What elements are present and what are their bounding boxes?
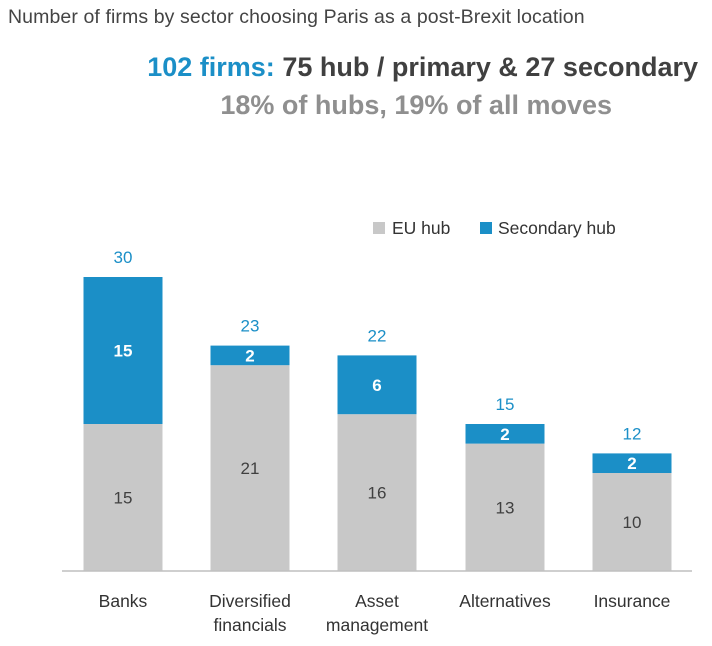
- bar-total-label: 23: [241, 317, 260, 336]
- bar-secondary-hub: [210, 345, 290, 366]
- chart-title: Number of firms by sector choosing Paris…: [8, 6, 585, 28]
- bar-label-eu-hub: 16: [368, 484, 387, 503]
- headline: 102 firms: 75 hub / primary & 27 seconda…: [147, 52, 698, 83]
- bar-label-secondary-hub: 2: [500, 425, 509, 444]
- bar-label-eu-hub: 15: [114, 489, 133, 508]
- bar-label-eu-hub: 10: [623, 513, 642, 532]
- legend-label-secondary-hub: Secondary hub: [498, 218, 616, 238]
- x-tick-label: management: [326, 615, 428, 635]
- subheadline: 18% of hubs, 19% of all moves: [220, 90, 612, 120]
- legend-swatch-eu-hub: [373, 222, 385, 234]
- bar-total-label: 12: [623, 424, 642, 443]
- bar-total-label: 22: [368, 326, 387, 345]
- bar-label-secondary-hub: 2: [245, 346, 254, 365]
- bar-label-secondary-hub: 6: [372, 376, 381, 395]
- headline-accent: 102 firms:: [147, 52, 275, 82]
- x-tick-label: financials: [214, 615, 287, 635]
- bar-total-label: 15: [496, 395, 515, 414]
- bar-secondary-hub: [337, 355, 417, 415]
- x-tick-label: Diversified: [209, 591, 291, 611]
- bar-eu-hub: [83, 424, 163, 571]
- legend-swatch-secondary-hub: [480, 222, 492, 234]
- bar-total-label: 30: [114, 248, 133, 267]
- bar-secondary-hub: [83, 277, 163, 424]
- x-tick-label: Banks: [99, 591, 148, 611]
- bar-label-secondary-hub: 2: [627, 454, 636, 473]
- legend-label-eu-hub: EU hub: [392, 218, 450, 238]
- bar-eu-hub: [337, 414, 417, 571]
- bar-secondary-hub: [465, 424, 545, 444]
- headline-rest: 75 hub / primary & 27 secondary: [282, 52, 698, 82]
- bar-eu-hub: [210, 365, 290, 571]
- x-tick-label: Asset: [355, 591, 399, 611]
- bar-label-eu-hub: 13: [496, 498, 515, 517]
- x-tick-label: Insurance: [594, 591, 671, 611]
- bar-label-secondary-hub: 15: [114, 342, 133, 361]
- bar-eu-hub: [592, 473, 672, 571]
- bar-label-eu-hub: 21: [241, 459, 260, 478]
- bar-secondary-hub: [592, 453, 672, 473]
- x-tick-label: Alternatives: [459, 591, 551, 611]
- bar-eu-hub: [465, 443, 545, 571]
